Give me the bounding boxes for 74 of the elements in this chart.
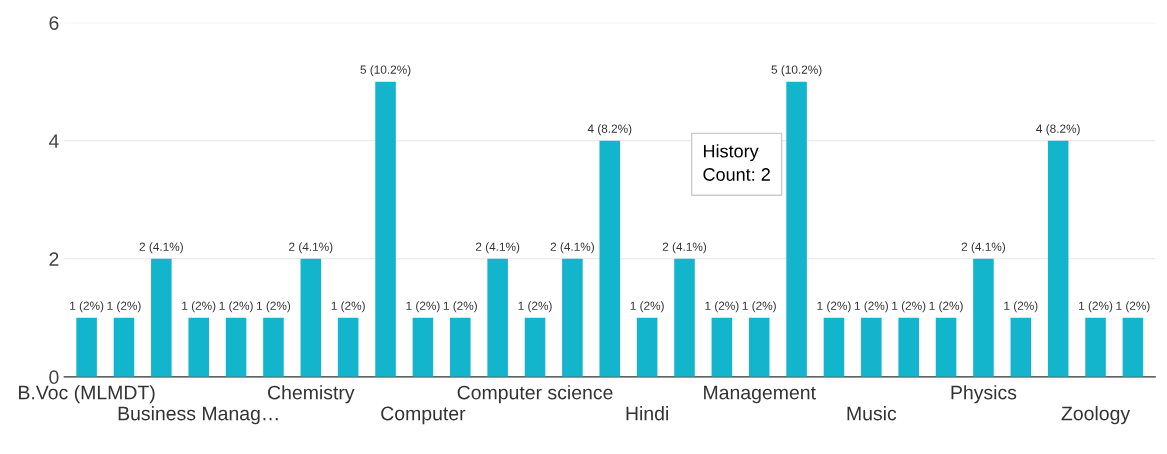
data-label: 1 (2%) bbox=[1116, 301, 1150, 313]
x-tick-label: Music bbox=[847, 406, 897, 421]
x-tick-label: Physics bbox=[951, 385, 1017, 404]
data-label: 2 (4.1%) bbox=[961, 242, 1006, 254]
y-tick-label: 2 bbox=[49, 252, 59, 266]
data-label: 1 (2%) bbox=[443, 301, 477, 313]
x-tick-label: Hindi bbox=[626, 406, 668, 421]
bar bbox=[225, 317, 247, 377]
x-tick-label: Business Manag… bbox=[118, 406, 278, 425]
y-tick-label: 6 bbox=[49, 16, 59, 30]
bar bbox=[599, 140, 621, 377]
data-label: 1 (2%) bbox=[929, 301, 963, 313]
bar bbox=[1085, 317, 1106, 377]
data-label: 1 (2%) bbox=[1004, 301, 1038, 313]
bar bbox=[524, 317, 546, 377]
bar bbox=[450, 317, 471, 377]
bar bbox=[823, 317, 845, 377]
data-label: 1 (2%) bbox=[892, 301, 926, 313]
bar bbox=[151, 258, 172, 377]
bar bbox=[1122, 317, 1144, 377]
data-label: 1 (2%) bbox=[70, 301, 104, 313]
x-tick-label: Computer science bbox=[457, 385, 613, 404]
data-label: 4 (8.2%) bbox=[1036, 124, 1080, 136]
data-label: 1 (2%) bbox=[518, 301, 552, 313]
bar bbox=[188, 317, 209, 377]
bar bbox=[1047, 140, 1069, 377]
data-label: 4 (8.2%) bbox=[587, 124, 632, 136]
bar bbox=[973, 258, 994, 377]
data-label: 2 (4.1%) bbox=[550, 242, 594, 254]
data-label: 1 (2%) bbox=[219, 301, 253, 313]
data-label: 1 (2%) bbox=[107, 301, 141, 313]
y-tick-label: 0 bbox=[49, 370, 59, 385]
data-label: 1 (2%) bbox=[742, 301, 776, 313]
bar bbox=[1010, 317, 1032, 377]
x-tick-label: B.Voc (MLMDT) bbox=[19, 385, 155, 404]
annotation: History bbox=[703, 144, 759, 162]
bar bbox=[337, 317, 359, 377]
y-tick-label: 4 bbox=[48, 134, 59, 148]
data-label: 5 (10.2%) bbox=[771, 65, 822, 77]
bar bbox=[861, 317, 882, 377]
data-label: 1 (2%) bbox=[182, 301, 216, 313]
data-label: 2 (4.1%) bbox=[662, 242, 707, 254]
x-tick-label: Computer bbox=[381, 406, 466, 425]
data-label: 1 (2%) bbox=[406, 301, 440, 313]
x-tick-label: Management bbox=[704, 385, 816, 404]
bar bbox=[113, 317, 135, 377]
bar bbox=[748, 317, 770, 377]
data-label: 1 (2%) bbox=[817, 301, 851, 313]
data-label: 5 (10.2%) bbox=[360, 65, 411, 77]
data-label: 1 (2%) bbox=[331, 301, 365, 313]
data-label: 1 (2%) bbox=[630, 301, 664, 313]
data-label: 2 (4.1%) bbox=[289, 242, 333, 254]
data-label: 2 (4.1%) bbox=[475, 242, 520, 254]
data-label: 1 (2%) bbox=[854, 301, 888, 313]
bar bbox=[76, 317, 97, 377]
bar bbox=[300, 258, 322, 377]
bar bbox=[375, 81, 396, 377]
bar bbox=[636, 317, 658, 377]
data-label: 2 (4.1%) bbox=[139, 242, 183, 254]
bar bbox=[487, 258, 508, 377]
bar bbox=[674, 258, 695, 377]
data-label: 1 (2%) bbox=[705, 301, 739, 313]
bar bbox=[412, 317, 434, 377]
bar bbox=[711, 317, 733, 377]
x-tick-label: Zoology bbox=[1061, 406, 1131, 425]
bar bbox=[935, 317, 957, 377]
bar bbox=[562, 258, 583, 377]
annotation: Count: 2 bbox=[703, 168, 770, 181]
bar bbox=[786, 81, 807, 377]
bar bbox=[898, 317, 919, 377]
data-label: 1 (2%) bbox=[1079, 301, 1113, 313]
data-label: 1 (2%) bbox=[256, 301, 291, 313]
x-tick-label: Chemistry bbox=[268, 385, 355, 404]
bar bbox=[263, 317, 284, 377]
